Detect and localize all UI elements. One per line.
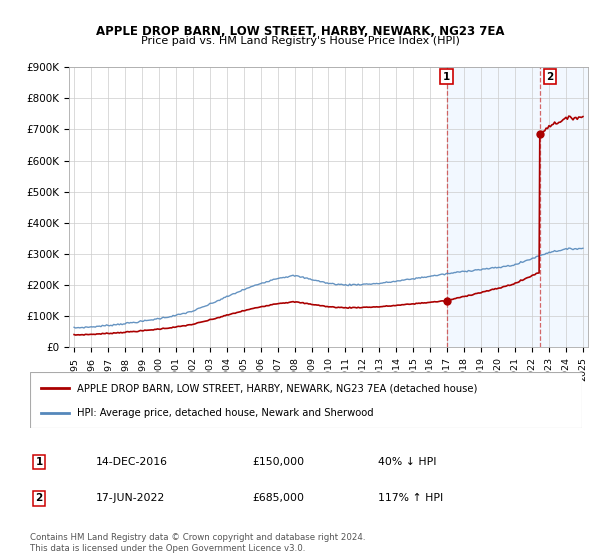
Text: 14-DEC-2016: 14-DEC-2016	[96, 457, 168, 467]
Text: Contains HM Land Registry data © Crown copyright and database right 2024.
This d: Contains HM Land Registry data © Crown c…	[30, 533, 365, 553]
Text: 17-JUN-2022: 17-JUN-2022	[96, 493, 165, 503]
Text: £150,000: £150,000	[252, 457, 304, 467]
Text: 117% ↑ HPI: 117% ↑ HPI	[378, 493, 443, 503]
Text: 2: 2	[547, 72, 554, 82]
Bar	[446, 67, 600, 347]
Text: 1: 1	[443, 72, 450, 82]
Text: 40% ↓ HPI: 40% ↓ HPI	[378, 457, 437, 467]
Text: Price paid vs. HM Land Registry's House Price Index (HPI): Price paid vs. HM Land Registry's House …	[140, 36, 460, 46]
Text: 2: 2	[35, 493, 43, 503]
Text: APPLE DROP BARN, LOW STREET, HARBY, NEWARK, NG23 7EA: APPLE DROP BARN, LOW STREET, HARBY, NEWA…	[96, 25, 504, 38]
Text: 1: 1	[35, 457, 43, 467]
Text: HPI: Average price, detached house, Newark and Sherwood: HPI: Average price, detached house, Newa…	[77, 408, 374, 418]
Text: APPLE DROP BARN, LOW STREET, HARBY, NEWARK, NG23 7EA (detached house): APPLE DROP BARN, LOW STREET, HARBY, NEWA…	[77, 383, 477, 393]
FancyBboxPatch shape	[30, 372, 582, 428]
Text: £685,000: £685,000	[252, 493, 304, 503]
